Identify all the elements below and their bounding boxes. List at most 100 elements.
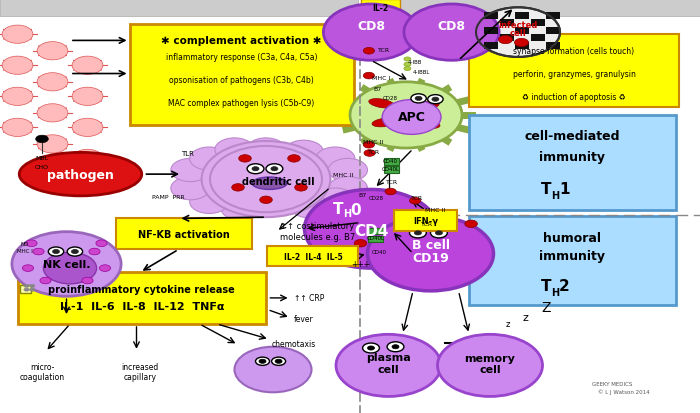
Circle shape xyxy=(498,36,512,45)
Circle shape xyxy=(12,232,121,297)
Circle shape xyxy=(323,5,419,61)
Text: pathogen: pathogen xyxy=(47,168,114,181)
FancyBboxPatch shape xyxy=(515,43,529,50)
FancyBboxPatch shape xyxy=(546,43,560,50)
Text: memory: memory xyxy=(465,353,515,363)
FancyBboxPatch shape xyxy=(20,286,31,293)
Circle shape xyxy=(288,155,300,163)
Text: ↑↑ costimulatory
molecules e.g. B7: ↑↑ costimulatory molecules e.g. B7 xyxy=(280,222,355,241)
Circle shape xyxy=(252,167,259,171)
Text: increased
capillary: increased capillary xyxy=(121,362,159,381)
Circle shape xyxy=(350,83,462,149)
Circle shape xyxy=(364,150,375,157)
Ellipse shape xyxy=(372,119,398,128)
Text: 1: 1 xyxy=(559,181,570,196)
Circle shape xyxy=(210,147,322,213)
Circle shape xyxy=(404,63,411,67)
Text: NK cell.: NK cell. xyxy=(43,259,90,269)
Circle shape xyxy=(171,177,210,200)
Circle shape xyxy=(37,135,68,154)
Text: TCR: TCR xyxy=(386,179,398,184)
Circle shape xyxy=(438,335,542,396)
Text: MBL: MBL xyxy=(36,155,48,160)
Text: IL-2  IL-4  IL-5: IL-2 IL-4 IL-5 xyxy=(284,252,342,261)
Text: z: z xyxy=(505,320,510,329)
Circle shape xyxy=(202,142,330,218)
Circle shape xyxy=(432,98,439,102)
Circle shape xyxy=(363,343,379,353)
Text: ↑↑ CRP: ↑↑ CRP xyxy=(294,293,324,302)
Text: +++: +++ xyxy=(351,260,370,269)
FancyBboxPatch shape xyxy=(469,217,676,306)
Circle shape xyxy=(363,142,374,149)
Circle shape xyxy=(22,265,34,272)
FancyBboxPatch shape xyxy=(531,20,545,27)
Circle shape xyxy=(514,39,528,47)
Text: CD28: CD28 xyxy=(369,196,384,201)
FancyBboxPatch shape xyxy=(130,25,354,126)
Circle shape xyxy=(316,188,355,212)
Circle shape xyxy=(52,250,60,254)
Text: micro-
coagulation: micro- coagulation xyxy=(20,362,64,381)
Text: MHC II: MHC II xyxy=(333,173,353,178)
Text: IFN-γ: IFN-γ xyxy=(413,216,438,225)
Text: CD19: CD19 xyxy=(412,252,449,265)
Text: IL-2: IL-2 xyxy=(372,4,389,13)
Circle shape xyxy=(290,195,330,218)
Circle shape xyxy=(266,164,283,174)
Circle shape xyxy=(260,197,272,204)
FancyBboxPatch shape xyxy=(484,28,498,35)
Text: immunity: immunity xyxy=(539,249,606,263)
Circle shape xyxy=(190,191,229,214)
Circle shape xyxy=(368,346,374,350)
Circle shape xyxy=(382,100,441,135)
Text: TLR: TLR xyxy=(181,151,194,157)
Text: inflammatory response (C3a, C4a, C5a): inflammatory response (C3a, C4a, C5a) xyxy=(166,53,317,62)
Circle shape xyxy=(272,357,286,366)
Circle shape xyxy=(37,43,68,61)
Text: CD4: CD4 xyxy=(354,224,388,239)
Text: perforin, granzymes, granulysin: perforin, granzymes, granulysin xyxy=(512,70,636,79)
Text: MHC I: MHC I xyxy=(372,76,391,81)
Text: CD40: CD40 xyxy=(383,159,398,164)
Text: B cell: B cell xyxy=(412,238,449,252)
Text: IL-1  IL-6  IL-8  IL-12  TNFα: IL-1 IL-6 IL-8 IL-12 TNFα xyxy=(60,301,224,311)
Circle shape xyxy=(328,159,368,182)
Text: fever: fever xyxy=(294,314,314,323)
FancyBboxPatch shape xyxy=(546,28,560,35)
Circle shape xyxy=(221,198,260,221)
Text: CD40L: CD40L xyxy=(367,235,385,240)
Text: H: H xyxy=(552,190,559,200)
Text: z: z xyxy=(522,312,528,322)
FancyBboxPatch shape xyxy=(500,20,514,27)
Text: plasma: plasma xyxy=(366,352,411,362)
Circle shape xyxy=(190,148,229,171)
Circle shape xyxy=(72,150,103,168)
Ellipse shape xyxy=(369,100,394,109)
Text: ✱ complement activation ✱: ✱ complement activation ✱ xyxy=(161,36,322,45)
Text: T: T xyxy=(540,278,552,293)
Circle shape xyxy=(43,253,97,284)
Circle shape xyxy=(29,285,35,288)
Text: TCR: TCR xyxy=(421,222,433,227)
Circle shape xyxy=(40,278,51,284)
Text: cell-mediated: cell-mediated xyxy=(524,130,620,143)
FancyBboxPatch shape xyxy=(18,273,266,324)
Circle shape xyxy=(392,345,399,349)
FancyBboxPatch shape xyxy=(368,236,383,243)
Circle shape xyxy=(48,247,64,256)
Circle shape xyxy=(24,288,29,292)
Circle shape xyxy=(404,67,411,71)
Text: MHC II: MHC II xyxy=(363,140,383,145)
FancyBboxPatch shape xyxy=(469,116,676,211)
Circle shape xyxy=(295,184,307,192)
Circle shape xyxy=(328,177,368,200)
Circle shape xyxy=(363,48,374,55)
Text: NO: NO xyxy=(20,241,29,246)
Text: TCR: TCR xyxy=(368,150,380,154)
FancyBboxPatch shape xyxy=(515,13,529,20)
Circle shape xyxy=(256,357,270,366)
Ellipse shape xyxy=(414,102,440,112)
Circle shape xyxy=(71,250,78,254)
Text: infected: infected xyxy=(498,21,538,30)
